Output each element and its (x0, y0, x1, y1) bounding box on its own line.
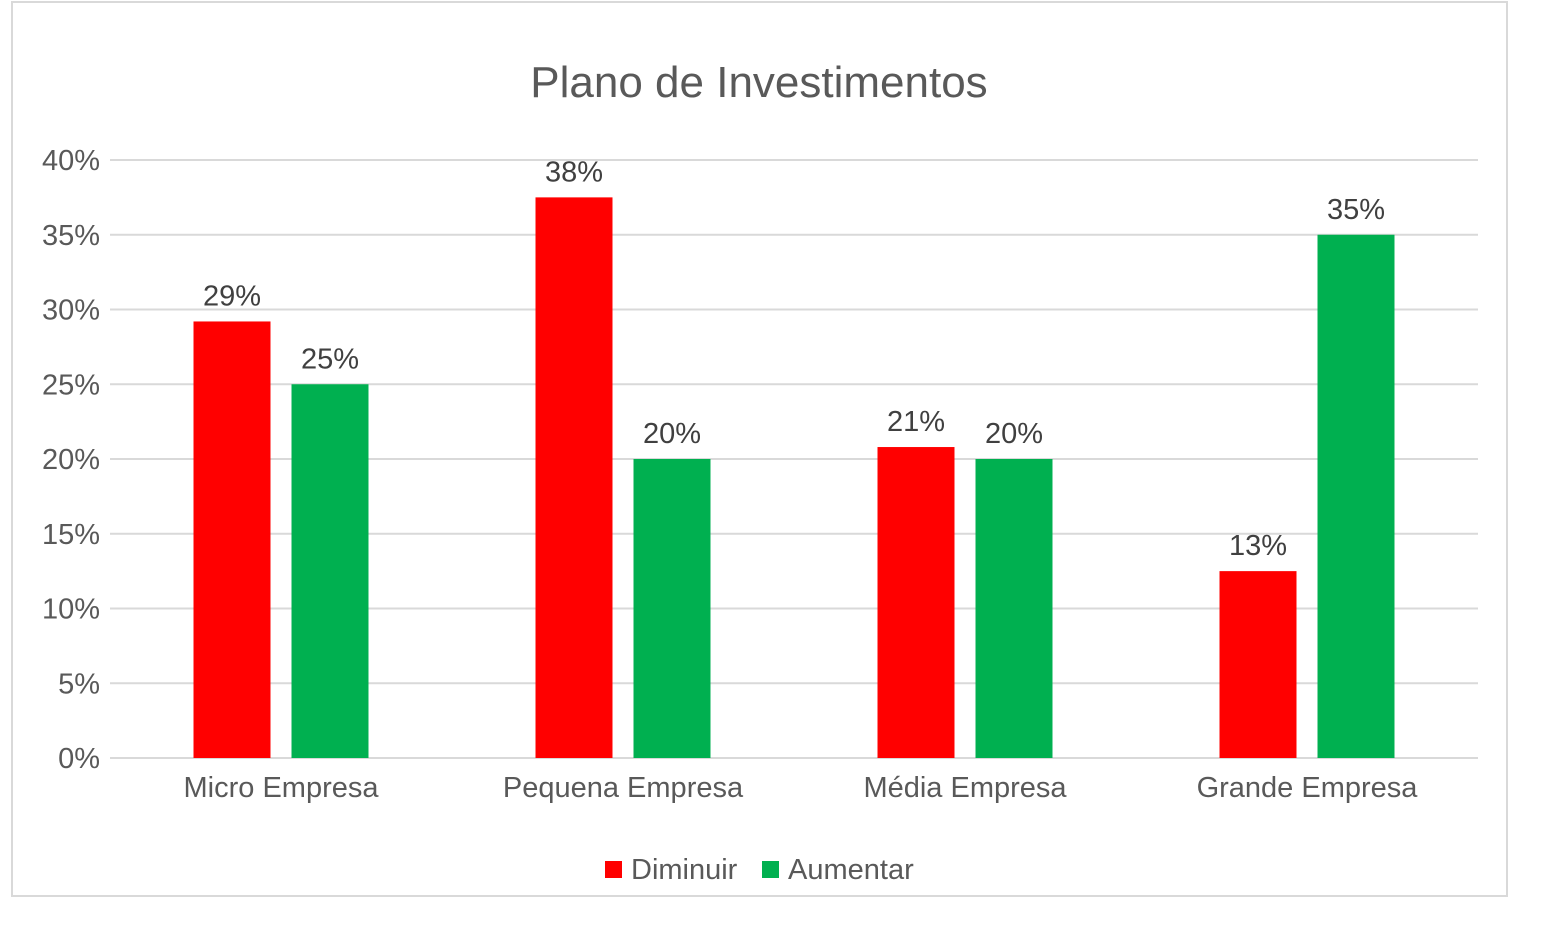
bar-diminuir (535, 197, 613, 758)
y-tick-label: 5% (58, 668, 100, 700)
bars (193, 197, 1395, 758)
y-tick-label: 20% (42, 444, 100, 476)
y-tick-label: 25% (42, 369, 100, 401)
data-label: 29% (203, 280, 261, 312)
data-label: 25% (301, 343, 359, 375)
y-tick-label: 40% (42, 145, 100, 177)
bar-diminuir (193, 321, 271, 758)
bar-diminuir (877, 447, 955, 758)
data-label: 21% (887, 406, 945, 438)
legend-label-diminuir: Diminuir (631, 854, 738, 886)
data-label: 20% (985, 418, 1043, 450)
category-label: Pequena Empresa (503, 772, 744, 804)
data-labels: 29% 25% 38% 20% 21% 20% 13% 35% (203, 156, 1385, 562)
category-label: Média Empresa (863, 772, 1067, 804)
bar-aumentar (975, 459, 1053, 758)
y-tick-label: 35% (42, 220, 100, 252)
y-axis-tick-labels: 0% 5% 10% 15% 20% 25% 30% 35% 40% (42, 145, 100, 775)
category-label: Micro Empresa (184, 772, 380, 804)
legend-swatch-diminuir (605, 861, 622, 878)
y-tick-label: 30% (42, 295, 100, 327)
data-label: 20% (643, 418, 701, 450)
bar-aumentar (633, 459, 711, 758)
legend-label-aumentar: Aumentar (788, 854, 914, 886)
y-tick-label: 10% (42, 594, 100, 626)
legend-swatch-aumentar (762, 861, 779, 878)
bar-aumentar (291, 384, 369, 758)
data-label: 13% (1229, 530, 1287, 562)
y-tick-label: 0% (58, 743, 100, 775)
x-axis-category-labels: Micro Empresa Pequena Empresa Média Empres… (184, 772, 1419, 804)
data-label: 35% (1327, 194, 1385, 226)
bar-aumentar (1317, 234, 1395, 758)
category-label: Grande Empresa (1197, 772, 1419, 804)
y-tick-label: 15% (42, 519, 100, 551)
chart-title: Plano de Investimentos (530, 58, 987, 107)
legend: Diminuir Aumentar (605, 854, 914, 886)
bar-diminuir (1219, 571, 1297, 758)
data-label: 38% (545, 156, 603, 188)
